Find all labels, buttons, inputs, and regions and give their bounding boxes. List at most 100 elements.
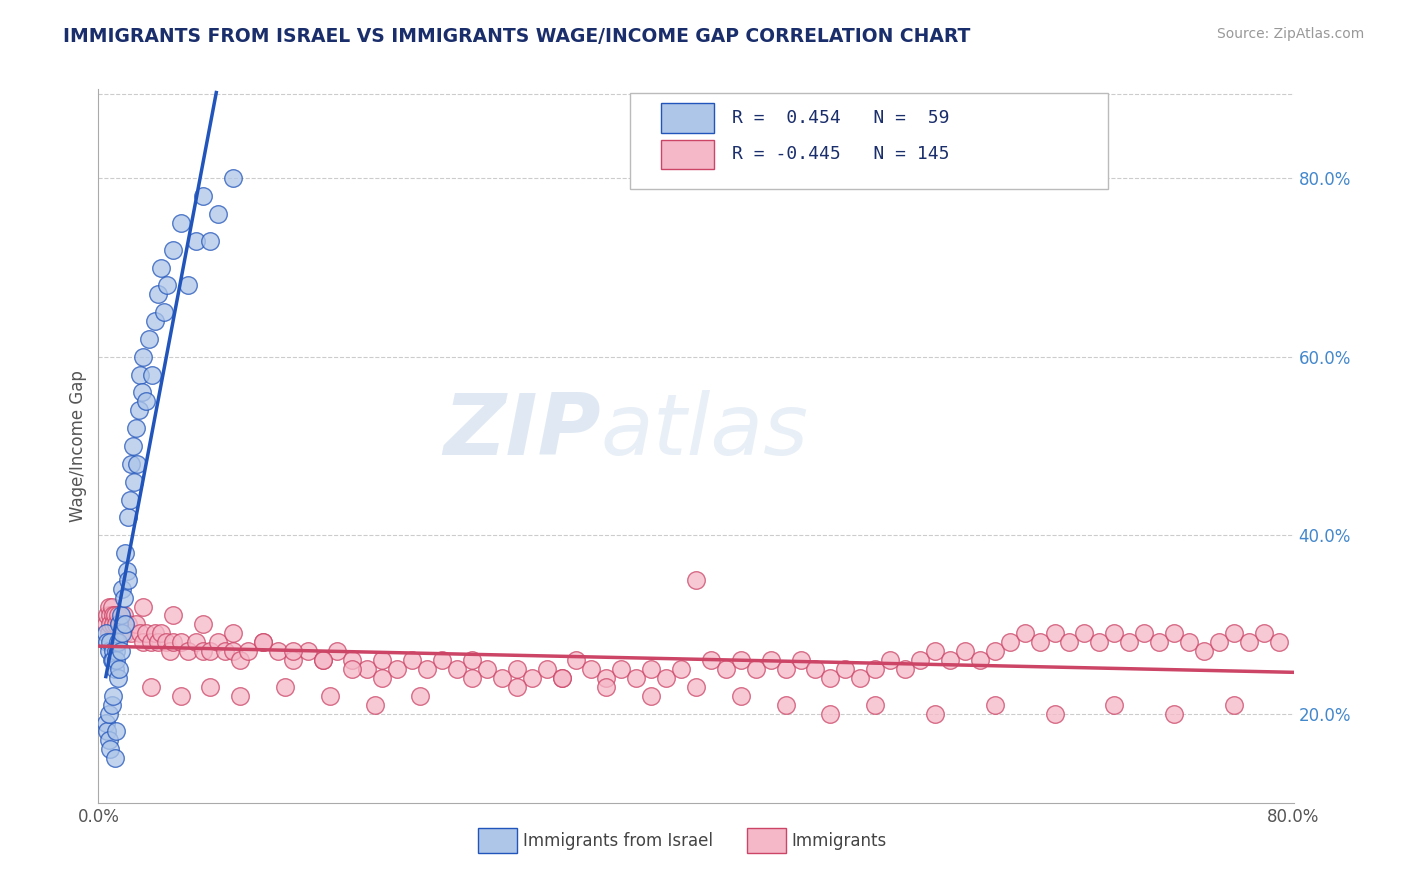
Point: [401, 653, 423, 667]
Point: [132, 599, 155, 614]
Point: [132, 350, 155, 364]
Point: [565, 653, 588, 667]
Point: [274, 680, 297, 694]
Point: [319, 689, 342, 703]
Point: [610, 662, 633, 676]
Point: [820, 706, 842, 721]
Point: [416, 662, 439, 676]
Point: [1133, 626, 1156, 640]
Point: [138, 332, 160, 346]
Point: [207, 635, 229, 649]
Point: [924, 644, 946, 658]
Point: [461, 671, 484, 685]
Point: [200, 234, 222, 248]
Point: [150, 626, 173, 640]
Point: [655, 671, 678, 685]
Point: [104, 608, 127, 623]
Point: [101, 653, 124, 667]
Point: [550, 671, 572, 685]
FancyBboxPatch shape: [478, 829, 517, 853]
Point: [184, 234, 207, 248]
Point: [177, 278, 200, 293]
Point: [1163, 706, 1185, 721]
Point: [150, 260, 173, 275]
Point: [984, 644, 1007, 658]
Point: [1163, 626, 1185, 640]
Point: [1178, 635, 1201, 649]
FancyBboxPatch shape: [748, 829, 786, 853]
Point: [820, 671, 842, 685]
Point: [1028, 635, 1050, 649]
Point: [894, 662, 917, 676]
Point: [461, 653, 484, 667]
Point: [115, 564, 138, 578]
Point: [98, 635, 122, 649]
Point: [311, 653, 333, 667]
Point: [252, 635, 274, 649]
Point: [114, 626, 136, 640]
Point: [364, 698, 387, 712]
Point: [96, 608, 118, 623]
Point: [105, 724, 128, 739]
Point: [581, 662, 603, 676]
Point: [107, 608, 129, 623]
Point: [1073, 626, 1095, 640]
Point: [1043, 626, 1066, 640]
Point: [222, 644, 245, 658]
Point: [108, 617, 131, 632]
Point: [1043, 706, 1066, 721]
Point: [506, 680, 529, 694]
Point: [700, 653, 723, 667]
Point: [162, 635, 184, 649]
Point: [1118, 635, 1140, 649]
Point: [1208, 635, 1230, 649]
Point: [94, 626, 117, 640]
Point: [222, 626, 245, 640]
Text: Source: ZipAtlas.com: Source: ZipAtlas.com: [1216, 27, 1364, 41]
Point: [640, 689, 662, 703]
Point: [162, 243, 184, 257]
Point: [550, 671, 572, 685]
FancyBboxPatch shape: [661, 103, 714, 133]
Point: [135, 626, 157, 640]
Point: [117, 510, 139, 524]
Point: [97, 706, 120, 721]
Point: [98, 608, 122, 623]
Point: [789, 653, 811, 667]
Point: [107, 671, 129, 685]
Point: [191, 189, 214, 203]
Point: [169, 216, 191, 230]
Point: [640, 662, 662, 676]
Point: [669, 662, 692, 676]
Point: [1223, 626, 1246, 640]
Point: [103, 608, 125, 623]
Point: [595, 671, 617, 685]
Point: [281, 644, 304, 658]
Point: [110, 626, 132, 640]
Point: [849, 671, 872, 685]
Point: [111, 626, 134, 640]
Point: [96, 635, 118, 649]
Point: [775, 698, 797, 712]
Point: [1192, 644, 1215, 658]
Point: [1104, 698, 1126, 712]
Point: [169, 635, 191, 649]
Point: [104, 662, 127, 676]
Point: [169, 689, 191, 703]
Point: [148, 287, 170, 301]
Point: [908, 653, 931, 667]
Point: [804, 662, 827, 676]
Point: [108, 662, 131, 676]
FancyBboxPatch shape: [661, 139, 714, 169]
Point: [685, 680, 707, 694]
Point: [127, 457, 149, 471]
Point: [775, 662, 797, 676]
Point: [252, 635, 274, 649]
Point: [107, 635, 129, 649]
Point: [759, 653, 782, 667]
Point: [141, 368, 163, 382]
Point: [139, 680, 162, 694]
Point: [103, 653, 125, 667]
Point: [969, 653, 991, 667]
Point: [1223, 698, 1246, 712]
